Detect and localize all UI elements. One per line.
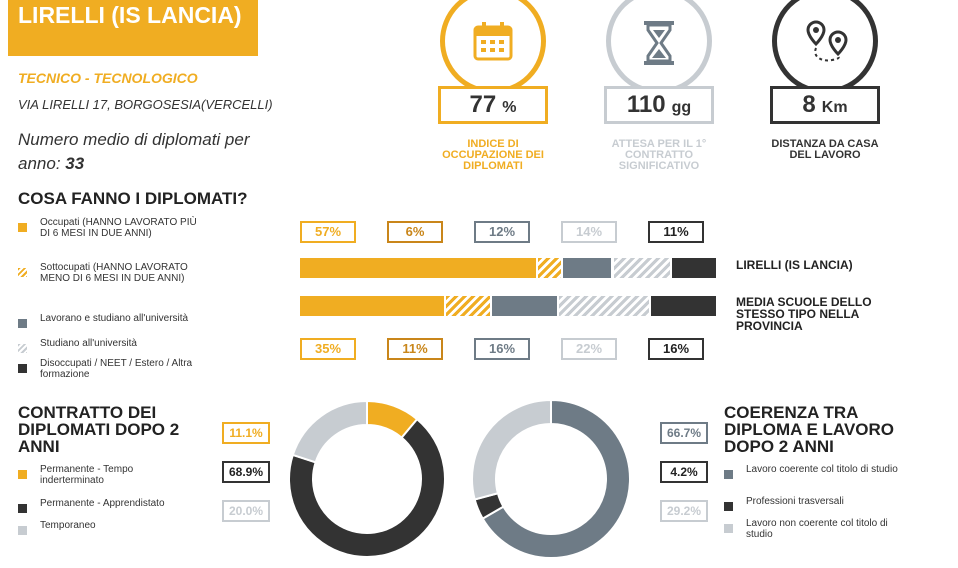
avg-graduates: Numero medio di diplomati per anno: 33: [18, 128, 268, 176]
bar-row-label-school: LIRELLI (IS LANCIA): [736, 258, 853, 272]
bar-value-label: 22%: [561, 338, 617, 360]
bar-segment: [538, 258, 562, 278]
legend-label: Lavoro non coerente col titolo di studio: [746, 518, 888, 540]
legend-swatch: [18, 223, 27, 232]
legend-label: Permanente - Tempo inderterminato: [40, 464, 134, 486]
donut-value-label: 11.1%: [222, 422, 270, 444]
legend-swatch: [18, 344, 27, 353]
legend-swatch: [18, 364, 27, 373]
bar-value-label: 11%: [648, 221, 704, 243]
section-title-occupation: COSA FANNO I DIPLOMATI?: [18, 189, 248, 208]
school-type: TECNICO - TECNOLOGICO: [18, 70, 198, 86]
legend-swatch: [18, 319, 27, 328]
legend-swatch: [18, 526, 27, 535]
bar-segment: [300, 296, 445, 316]
bar-value-label: 16%: [474, 338, 530, 360]
bar-segment: [446, 296, 491, 316]
legend-swatch: [724, 524, 733, 533]
legend-label: Lavorano e studiano all'università: [40, 313, 189, 324]
donut-value-label: 29.2%: [660, 500, 708, 522]
bar-segment: [613, 258, 671, 278]
legend-swatch: [18, 504, 27, 513]
school-address: VIA LIRELLI 17, BORGOSESIA(VERCELLI): [18, 97, 273, 112]
bar-segment: [651, 296, 716, 316]
section-title-coherence: COERENZA TRA DIPLOMA E LAVORO DOPO 2 ANN…: [724, 403, 894, 456]
bar-value-label: 12%: [474, 221, 530, 243]
bar-segment: [559, 296, 650, 316]
donut-value-label: 68.9%: [222, 461, 270, 483]
bar-value-label: 16%: [648, 338, 704, 360]
donut-slice: [291, 399, 368, 464]
kpi-label: ATTESA PER IL 1° CONTRATTO SIGNIFICATIVO: [611, 138, 707, 172]
kpi-value-box: 8 Km: [770, 86, 880, 124]
bar-segment: [492, 296, 558, 316]
legend-label: Occupati (HANNO LAVORATO PIÙ DI 6 MESI I…: [40, 217, 197, 239]
donut-slice: [471, 398, 552, 501]
legend-label: Temporaneo: [40, 520, 96, 531]
calendar-icon: [470, 18, 520, 68]
donut-value-label: 4.2%: [660, 461, 708, 483]
donut-value-label: 66.7%: [660, 422, 708, 444]
avg-graduates-value: 33: [65, 154, 85, 173]
bar-segment: [300, 258, 537, 278]
donut-slice: [481, 398, 631, 559]
bar-value-label: 35%: [300, 338, 356, 360]
kpi-unit: %: [502, 99, 517, 116]
kpi-value-box: 110 gg: [604, 86, 714, 124]
kpi-unit: Km: [821, 99, 848, 116]
bar-row-label-province: MEDIA SCUOLE DELLO STESSO TIPO NELLA PRO…: [736, 295, 872, 333]
donut-value-label: 20.0%: [222, 500, 270, 522]
kpi-label: INDICE DI OCCUPAZIONE DEI DIPLOMATI: [442, 138, 544, 172]
bar-segment: [672, 258, 716, 278]
kpi-label: DISTANZA DA CASA DEL LAVORO: [771, 138, 879, 161]
avg-graduates-label: Numero medio di diplomati per anno:: [18, 130, 250, 173]
bar-segment: [563, 258, 612, 278]
route-pins-icon: [802, 18, 852, 68]
kpi-unit: gg: [671, 99, 692, 116]
legend-swatch: [18, 268, 27, 277]
legend-swatch: [724, 502, 733, 511]
legend-swatch: [18, 470, 27, 479]
legend-label: Permanente - Apprendistato: [40, 498, 165, 509]
legend-label: Lavoro coerente col titolo di studio: [746, 464, 898, 475]
legend-label: Sottocupati (HANNO LAVORATO MENO DI 6 ME…: [40, 262, 188, 284]
legend-label: Professioni trasversali: [746, 496, 844, 507]
school-title: LIRELLI (IS LANCIA): [8, 0, 258, 56]
coherence-donut-chart: [471, 398, 631, 559]
bar-value-label: 57%: [300, 221, 356, 243]
section-title-contract: CONTRATTO DEI DIPLOMATI DOPO 2 ANNI: [18, 403, 180, 456]
contract-donut-chart: [288, 399, 446, 558]
legend-label: Disoccupati / NEET / Estero / Altra form…: [40, 358, 193, 380]
kpi-value-box: 77%: [438, 86, 548, 124]
donut-slice: [288, 417, 446, 558]
legend-swatch: [724, 470, 733, 479]
hourglass-icon: [636, 18, 686, 68]
kpi-value: 8: [802, 91, 816, 118]
kpi-value: 110: [626, 91, 666, 118]
bar-value-label: 14%: [561, 221, 617, 243]
kpi-value: 77: [469, 91, 497, 118]
bar-value-label: 11%: [387, 338, 443, 360]
legend-label: Studiano all'università: [40, 338, 137, 349]
bar-value-label: 6%: [387, 221, 443, 243]
